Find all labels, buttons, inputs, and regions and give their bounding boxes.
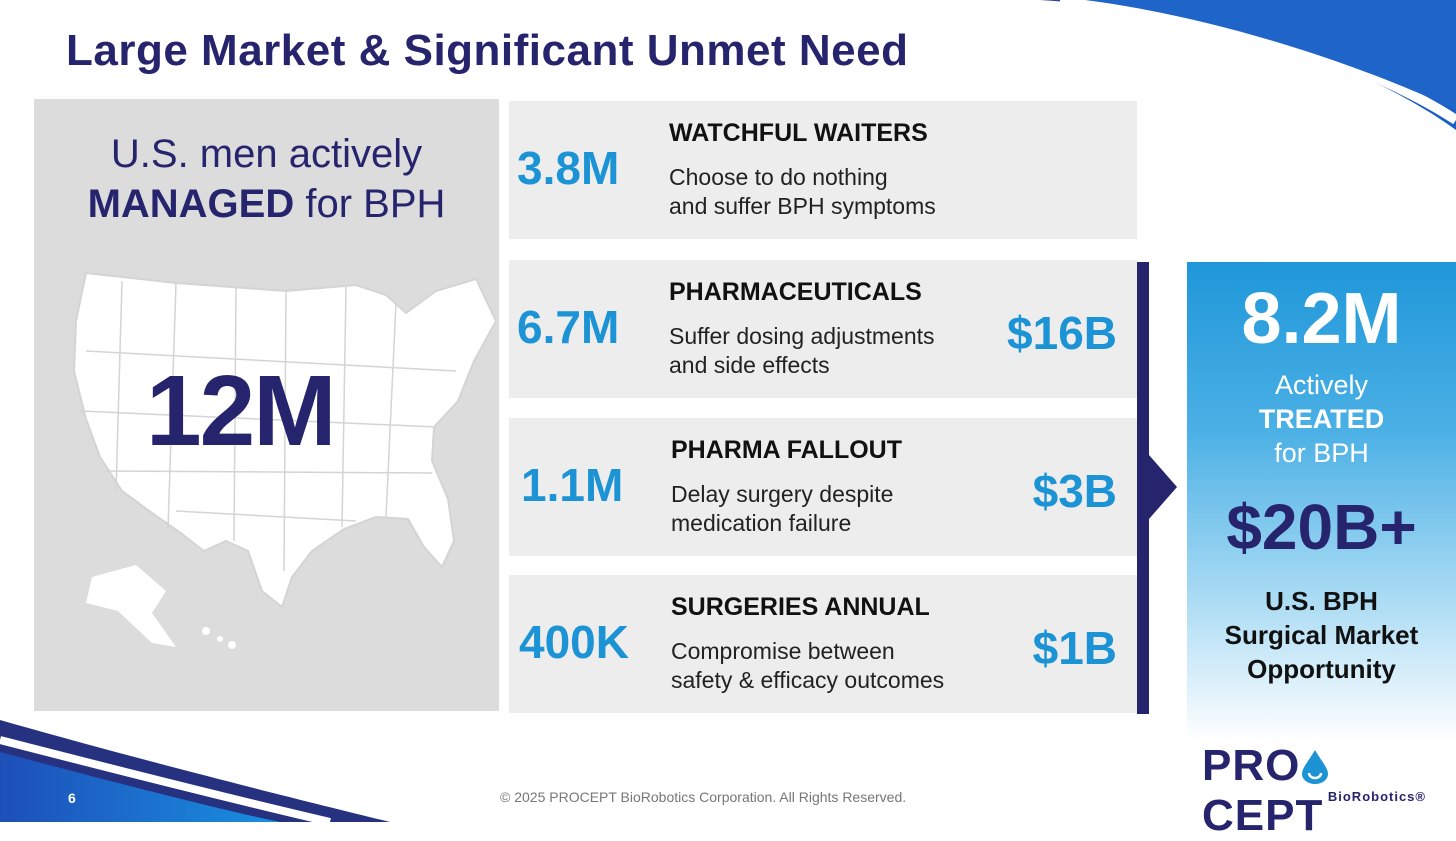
market-total-value: $20B+ — [1226, 491, 1417, 563]
row-description-line1: Delay surgery despite — [671, 481, 894, 507]
row-pharmaceuticals: 6.7M PHARMACEUTICALS Suffer dosing adjus… — [509, 260, 1137, 398]
arrow-right-icon — [1149, 455, 1177, 519]
treated-summary-panel: 8.2M Actively TREATED for BPH $20B+ U.S.… — [1187, 262, 1456, 742]
treated-label: TREATED — [1258, 404, 1385, 434]
copyright-footer: © 2025 PROCEPT BioRobotics Corporation. … — [500, 789, 907, 805]
row-description-line1: Suffer dosing adjustments — [669, 323, 935, 349]
managed-label: MANAGED — [87, 182, 295, 226]
row-heading: WATCHFUL WAITERS — [669, 119, 928, 147]
row-number: 400K — [519, 616, 629, 668]
row-description-line2: and side effects — [669, 352, 830, 378]
row-surgeries-annual: 400K SURGERIES ANNUAL Compromise between… — [509, 575, 1137, 713]
row-description-line2: safety & efficacy outcomes — [671, 667, 945, 693]
water-drop-icon — [1302, 750, 1329, 784]
us-map-icon — [72, 271, 496, 649]
row-description-line1: Compromise between — [671, 638, 895, 664]
bracket-divider — [1137, 262, 1149, 714]
market-caption-line1: U.S. BPH — [1265, 586, 1378, 616]
market-caption-line3: Opportunity — [1247, 654, 1396, 684]
row-number: 3.8M — [517, 142, 620, 194]
managed-total: 12M — [146, 355, 337, 467]
row-watchful-waiters: 3.8M WATCHFUL WAITERS Choose to do nothi… — [509, 101, 1137, 239]
row-pharma-fallout: 1.1M PHARMA FALLOUT Delay surgery despit… — [509, 418, 1137, 556]
logo-subtext: BioRobotics® — [1327, 789, 1426, 804]
row-heading: PHARMA FALLOUT — [671, 436, 902, 464]
row-description: Compromise between safety & efficacy out… — [671, 637, 944, 695]
managed-men-panel: U.S. men actively MANAGED for BPH 12M — [34, 99, 499, 711]
row-market-value: $3B — [1032, 465, 1117, 517]
row-heading: SURGERIES ANNUAL — [671, 593, 930, 621]
page-number: 6 — [68, 790, 76, 806]
logo-text-pre: PRO — [1202, 741, 1301, 790]
market-caption: U.S. BPH Surgical Market Opportunity — [1187, 584, 1456, 686]
row-market-value: $1B — [1032, 622, 1117, 674]
procept-logo: PROCEPT BioRobotics® — [1202, 741, 1432, 840]
panel-heading-line1: U.S. men actively — [110, 132, 423, 176]
for-bph-label: for BPH — [294, 182, 446, 226]
for-bph-label: for BPH — [1274, 438, 1369, 468]
market-caption-line2: Surgical Market — [1224, 620, 1419, 650]
panel-heading-line2: MANAGED for BPH — [34, 179, 499, 229]
row-number: 1.1M — [521, 459, 624, 511]
row-description: Delay surgery despite medication failure — [671, 480, 893, 538]
row-heading: PHARMACEUTICALS — [669, 278, 922, 306]
row-market-value: $16B — [1007, 307, 1117, 359]
background-swoosh — [0, 0, 1456, 822]
row-description-line1: Choose to do nothing — [669, 164, 888, 190]
row-description: Suffer dosing adjustments and side effec… — [669, 322, 935, 380]
slide-title: Large Market & Significant Unmet Need — [66, 26, 909, 75]
logo-text-post: CEPT — [1202, 791, 1324, 840]
row-description-line2: medication failure — [671, 510, 852, 536]
row-description-line2: and suffer BPH symptoms — [669, 193, 936, 219]
row-number: 6.7M — [517, 301, 620, 353]
panel-heading: U.S. men actively MANAGED for BPH — [34, 129, 499, 229]
row-description: Choose to do nothing and suffer BPH symp… — [669, 163, 936, 221]
treated-total: 8.2M — [1241, 279, 1402, 359]
actively-label: Actively — [1274, 370, 1369, 400]
